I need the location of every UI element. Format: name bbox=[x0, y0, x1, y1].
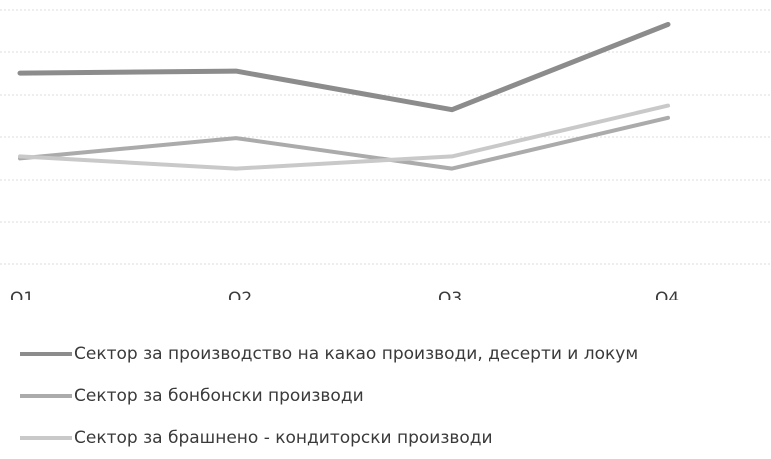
legend-item-candy-sector: Сектор за бонбонски производи bbox=[20, 375, 760, 417]
x-axis-tick-labels: Q1 Q2 Q3 Q4 bbox=[10, 289, 679, 300]
x-tick-label-q2: Q2 bbox=[228, 289, 252, 300]
legend-label-cocoa-sector: Сектор за производство на какао производ… bbox=[74, 344, 639, 364]
gridlines bbox=[0, 9, 771, 265]
line-chart: Q1 Q2 Q3 Q4 bbox=[0, 9, 771, 300]
x-tick-label-q4: Q4 bbox=[655, 289, 679, 300]
legend-item-cocoa-sector: Сектор за производство на какао производ… bbox=[20, 333, 760, 375]
series-line-1 bbox=[18, 115, 670, 171]
series-line-0 bbox=[17, 21, 671, 113]
series-lines bbox=[17, 21, 671, 171]
legend-swatch-candy-sector bbox=[20, 394, 72, 398]
legend: Сектор за производство на какао производ… bbox=[20, 333, 760, 459]
legend-swatch-cocoa-sector bbox=[20, 352, 72, 356]
legend-item-flour-confectionery-sector: Сектор за брашнено - кондиторски произво… bbox=[20, 417, 760, 459]
legend-label-flour-confectionery-sector: Сектор за брашнено - кондиторски произво… bbox=[74, 428, 493, 448]
series-line-2 bbox=[18, 103, 670, 171]
legend-swatch-flour-confectionery-sector bbox=[20, 436, 72, 440]
legend-label-candy-sector: Сектор за бонбонски производи bbox=[74, 386, 364, 406]
x-tick-label-q1: Q1 bbox=[10, 289, 34, 300]
x-tick-label-q3: Q3 bbox=[438, 289, 462, 300]
